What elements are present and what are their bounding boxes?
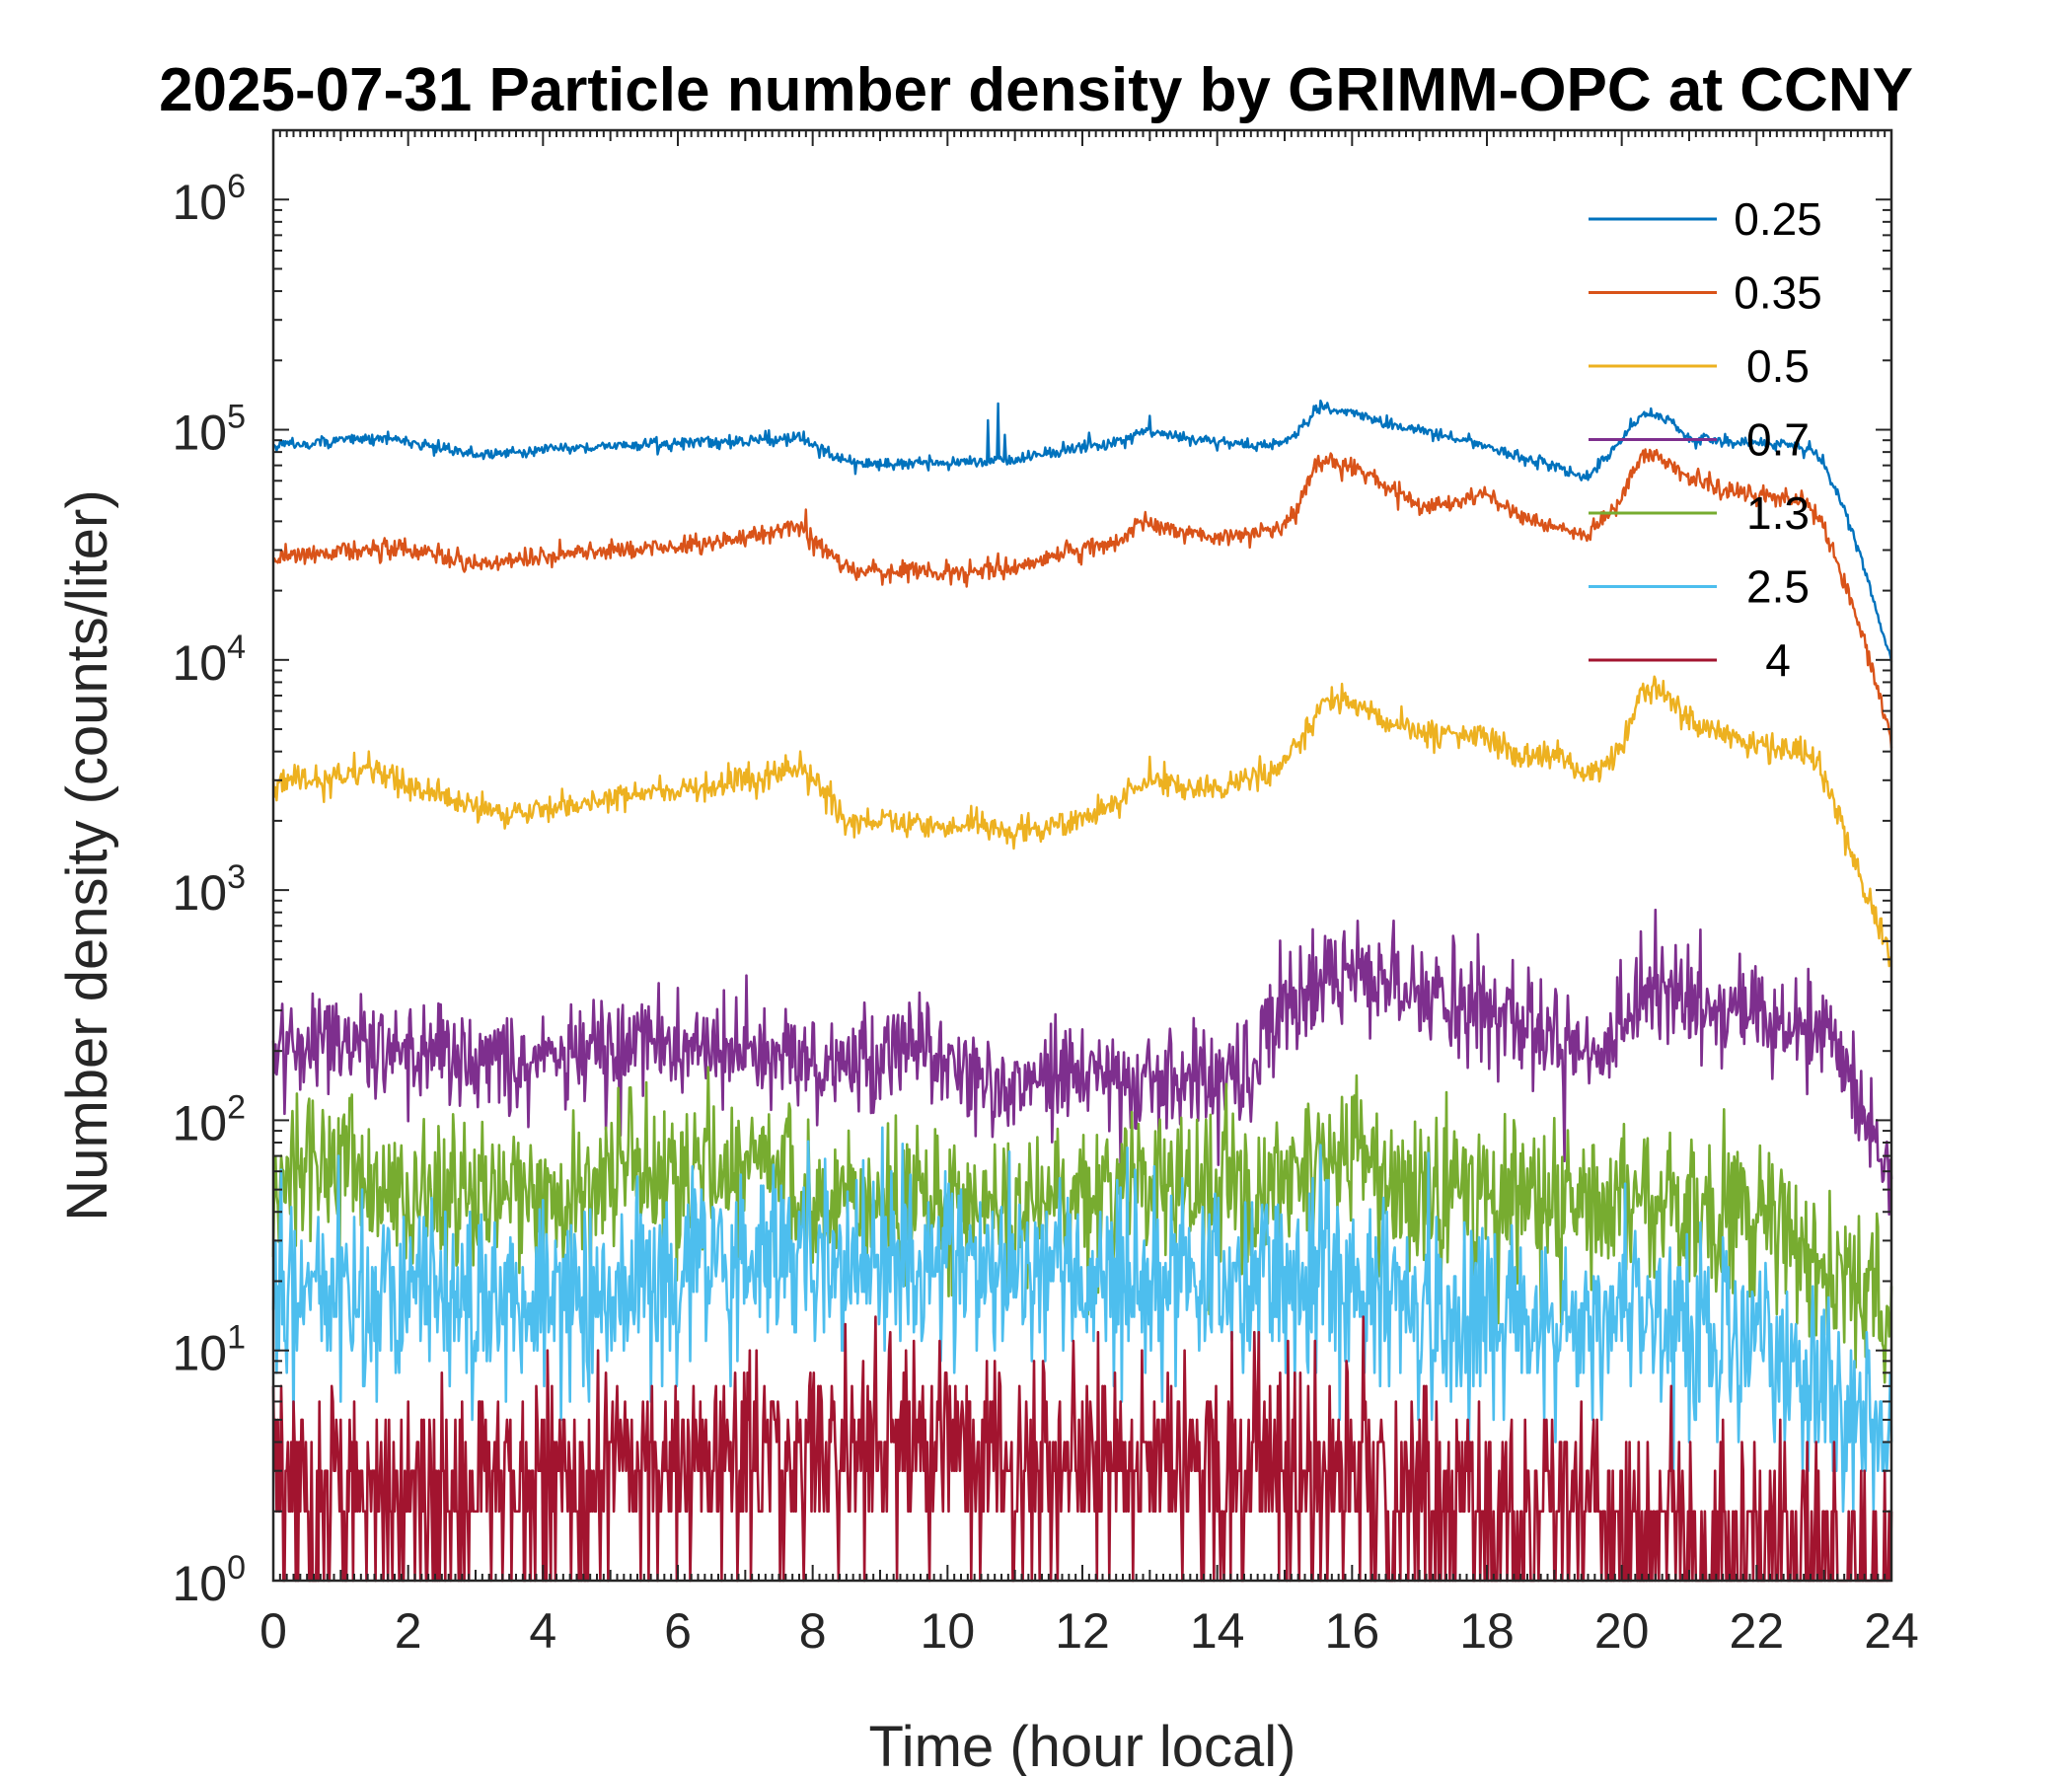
y-tick-label: 104 xyxy=(172,629,246,691)
legend-label: 0.5 xyxy=(1746,340,1810,392)
series-line-4 xyxy=(271,1315,1893,1583)
x-tick-label: 6 xyxy=(664,1603,692,1659)
x-tick-label: 0 xyxy=(259,1603,287,1659)
legend-label: 0.25 xyxy=(1734,193,1822,245)
legend-label: 0.7 xyxy=(1746,414,1810,466)
chart-title: 2025-07-31 Particle number density by GR… xyxy=(159,56,1913,124)
x-tick-label: 24 xyxy=(1864,1603,1919,1659)
y-axis-label: Number density (counts/liter) xyxy=(55,489,119,1221)
series-line-2-5 xyxy=(271,1126,1893,1514)
series-line-0-5 xyxy=(271,675,1893,968)
x-tick-label: 16 xyxy=(1325,1603,1380,1659)
series-line-1-3 xyxy=(271,1066,1893,1384)
tick-layer xyxy=(272,129,1892,1582)
series-layer xyxy=(271,399,1893,1583)
legend-item-2-5[interactable]: 2.5 xyxy=(1589,561,1810,613)
legend-item-4[interactable]: 4 xyxy=(1589,634,1791,686)
legend-label: 4 xyxy=(1765,634,1791,686)
series-line-0-7 xyxy=(271,908,1893,1216)
y-tick-label: 100 xyxy=(172,1549,246,1611)
legend-item-0-7[interactable]: 0.7 xyxy=(1589,414,1810,466)
x-tick-label: 22 xyxy=(1730,1603,1785,1659)
x-tick-label: 20 xyxy=(1594,1603,1650,1659)
legend-item-0-25[interactable]: 0.25 xyxy=(1589,193,1822,245)
y-tick-label: 106 xyxy=(172,168,246,230)
legend-label: 0.35 xyxy=(1734,267,1822,319)
x-tick-labels: 0 2 4 6 8 10 12 14 16 18 20 22 24 xyxy=(259,1603,1919,1659)
x-tick-label: 18 xyxy=(1459,1603,1515,1659)
legend-item-0-5[interactable]: 0.5 xyxy=(1589,340,1810,392)
x-tick-label: 14 xyxy=(1190,1603,1245,1659)
x-axis-label: Time (hour local) xyxy=(869,1715,1296,1776)
y-tick-label: 102 xyxy=(172,1088,246,1150)
x-tick-label: 4 xyxy=(529,1603,556,1659)
y-tick-label: 105 xyxy=(172,399,246,461)
x-tick-label: 8 xyxy=(799,1603,827,1659)
legend-label: 2.5 xyxy=(1746,561,1810,613)
series-line-0-35 xyxy=(272,448,1893,749)
legend-item-1-3[interactable]: 1.3 xyxy=(1589,487,1810,539)
y-tick-label: 103 xyxy=(172,858,246,921)
axes-box xyxy=(271,128,1893,1583)
x-tick-label: 10 xyxy=(921,1603,976,1659)
legend-item-0-35[interactable]: 0.35 xyxy=(1589,267,1822,319)
legend[interactable]: 0.25 0.35 0.5 0.7 1.3 2.5 4 xyxy=(1589,193,1822,686)
legend-label: 1.3 xyxy=(1746,487,1810,539)
x-tick-label: 2 xyxy=(395,1603,422,1659)
y-tick-label: 101 xyxy=(172,1319,246,1381)
x-tick-label: 12 xyxy=(1055,1603,1110,1659)
y-tick-labels: 100 101 102 103 104 105 106 xyxy=(172,168,246,1611)
